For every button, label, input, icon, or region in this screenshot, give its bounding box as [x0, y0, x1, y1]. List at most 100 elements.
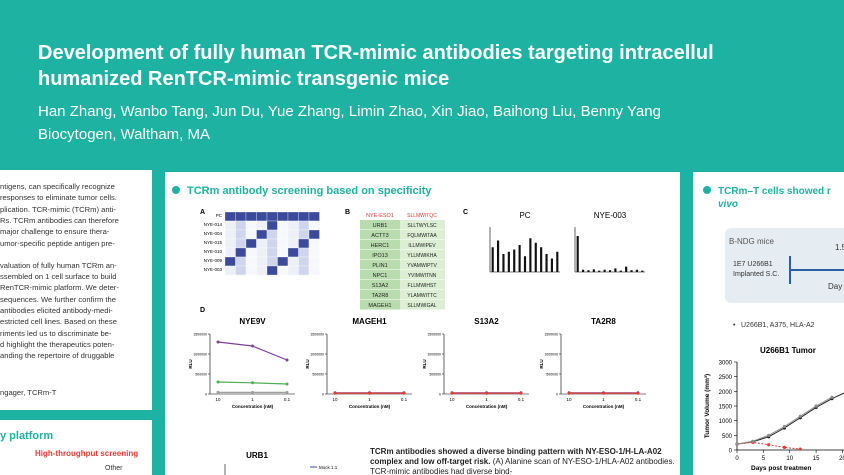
chart-title: MAGEH1	[352, 317, 387, 326]
y-tick-label: 1000000	[193, 353, 207, 357]
heatmap-cell	[266, 238, 278, 249]
table-cell	[400, 240, 445, 250]
table-text: MAGEH1	[368, 303, 391, 309]
point	[450, 391, 454, 395]
heatmap-cell	[266, 220, 278, 231]
panel-label: A	[200, 209, 205, 216]
section-title: y platform	[0, 430, 54, 442]
bar	[523, 256, 527, 272]
table-cell	[360, 250, 400, 260]
body-text: Rs. TCRm antibodies can therefore	[0, 215, 119, 225]
y-tick-label: 2000	[719, 390, 733, 396]
y-tick-label: 0	[205, 393, 207, 397]
heatmap-cell	[224, 211, 236, 222]
heatmap-cell	[266, 256, 278, 267]
point	[767, 433, 771, 437]
caption: TCRm antibodies showed a diverse binding…	[370, 447, 675, 475]
body-text: ssembled on 1 cell surface to build	[0, 272, 117, 282]
bar	[502, 254, 505, 272]
bar	[582, 269, 585, 272]
table-cell	[360, 210, 400, 220]
point	[251, 381, 254, 385]
table-cell	[360, 270, 400, 280]
point	[602, 391, 605, 395]
table-text: URB1	[373, 223, 388, 229]
heatmap-cell	[287, 220, 299, 231]
point	[216, 380, 220, 384]
table-cell	[360, 230, 400, 240]
x-tick-label: 10	[332, 397, 338, 402]
left-panel: ntigens, can specifically recognize respo…	[0, 170, 152, 410]
x-tick-label: 0.1	[635, 397, 642, 402]
y-tick-label: 500000	[312, 373, 324, 377]
body-text: anding the repertoire of druggable	[0, 351, 115, 361]
table-cell	[400, 300, 445, 310]
heatmap-cell	[235, 265, 247, 276]
bullet-dot	[703, 186, 711, 194]
box-title: B-NDG mice	[729, 237, 774, 246]
table-cell	[400, 210, 445, 220]
point	[368, 391, 371, 395]
day-label: Day	[828, 282, 842, 291]
x-tick-label: 1	[368, 397, 371, 402]
row-label: NYE-003	[204, 267, 223, 272]
heatmap-cell	[298, 265, 310, 276]
y-axis-label: RLU	[422, 359, 427, 368]
heatmap-cell	[245, 238, 257, 249]
bar	[619, 270, 622, 272]
table-cell	[400, 280, 445, 290]
body-text: plication. TCR-mimic (TCRm) anti-	[0, 204, 116, 214]
heatmap-cell	[245, 229, 257, 240]
bar	[497, 240, 500, 272]
table-cell	[400, 270, 445, 280]
table-text: YLAMWITTC	[407, 293, 437, 299]
heatmap-cell	[298, 220, 310, 231]
chart-title: PC	[519, 211, 530, 220]
table-cell	[400, 230, 445, 240]
y-tick-label: 1500000	[193, 333, 207, 337]
x-tick-label: 10	[786, 456, 793, 462]
heatmap-cell	[256, 265, 268, 276]
bar	[491, 247, 494, 272]
table-text: SLLMWIGAL	[407, 303, 436, 309]
table-text: YVAMWIPTV	[407, 263, 437, 269]
table-cell	[360, 300, 400, 310]
row-label: NYE-009	[204, 258, 223, 263]
y-tick-label: 500	[722, 434, 733, 440]
x-axis-label: Concentration (nM)	[349, 404, 391, 409]
heatmap-cell	[277, 229, 289, 240]
x-axis-label: Concentration (nM)	[583, 404, 625, 409]
y-tick-label: 500000	[195, 373, 207, 377]
heatmap-cell	[308, 229, 320, 240]
y-tick-label: 1000000	[544, 353, 558, 357]
body-text: RenTCR-mimic platform. We deter-	[0, 283, 119, 293]
heatmap-cell	[277, 265, 289, 276]
x-tick-label: 1	[485, 397, 488, 402]
heatmap-cell	[235, 229, 247, 240]
point	[798, 447, 802, 451]
chart-title: U266B1 Tumor	[760, 346, 816, 355]
heatmap-cell	[298, 238, 310, 249]
heatmap-cell	[298, 211, 310, 222]
heatmap-cell	[266, 229, 278, 240]
dose: 1.5	[835, 243, 844, 252]
implant: 1E7 U266B1	[733, 261, 773, 268]
body-text: d highlight the therapeutics poten-	[0, 339, 115, 349]
table-text: TA2R8	[372, 293, 389, 299]
heatmap-cell	[224, 238, 236, 249]
chart-title: TA2R8	[591, 317, 616, 326]
x-axis-label: Concentration (nM)	[232, 404, 274, 409]
bar	[518, 245, 521, 272]
bar	[603, 269, 606, 272]
heatmap-cell	[298, 247, 310, 258]
x-tick-label: 15	[813, 456, 820, 462]
x-tick-label: 10	[566, 397, 572, 402]
table-text: ILLMWIPEV	[408, 243, 436, 249]
y-tick-label: 500000	[546, 373, 558, 377]
y-tick-label: 1500	[719, 405, 733, 411]
series-line	[736, 392, 844, 445]
panel-label: B	[345, 209, 350, 216]
heatmap-cell	[266, 247, 278, 258]
point	[333, 391, 337, 395]
